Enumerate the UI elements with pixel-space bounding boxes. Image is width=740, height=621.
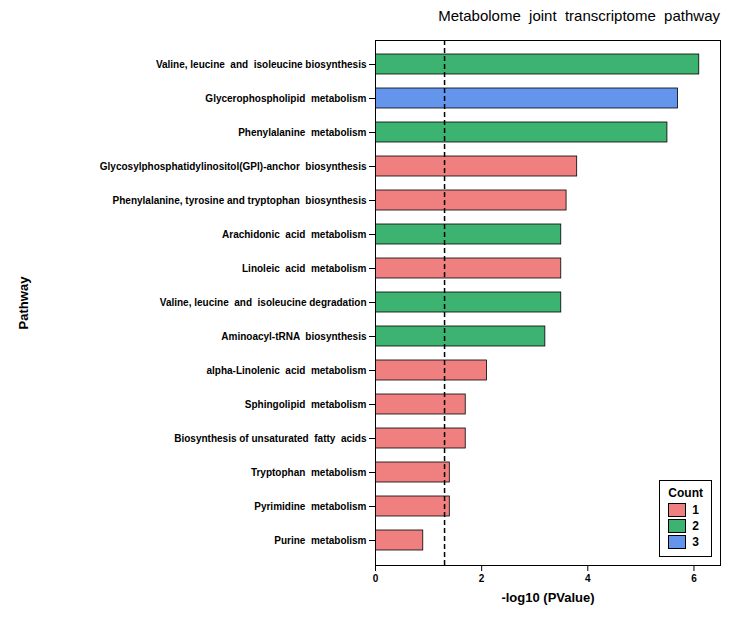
svg-text:Tryptophan metabolism: Tryptophan metabolism [251, 467, 367, 478]
svg-text:6: 6 [691, 573, 697, 584]
html-text:1: 1 [692, 503, 699, 517]
svg-text:Glycosylphosphatidylinositol(G: Glycosylphosphatidylinositol(GPI)-anchor… [100, 161, 367, 172]
svg-text:Aminoacyl-tRNA biosynthesis: Aminoacyl-tRNA biosynthesis [221, 331, 367, 342]
svg-text:Valine, leucine and isoleuci: Valine, leucine and isoleucine biosynthe… [156, 59, 367, 70]
html-text:2: 2 [692, 519, 699, 533]
svg-text:alpha-Linolenic acid metabol: alpha-Linolenic acid metabolism [206, 365, 366, 376]
svg-text:Sphingolipid metabolism: Sphingolipid metabolism [245, 399, 367, 410]
html-text:Metabolome joint transcriptome: Metabolome joint transcriptome pathway [438, 7, 720, 24]
svg-text:Pyrimidine metabolism: Pyrimidine metabolism [254, 501, 366, 512]
html-text:3: 3 [692, 535, 699, 549]
svg-text:0: 0 [373, 573, 379, 584]
svg-text:Biosynthesis of unsaturated f: Biosynthesis of unsaturated fatty acids [174, 433, 367, 444]
html-text:Count: Count [668, 486, 703, 500]
svg-text:4: 4 [585, 573, 591, 584]
svg-text:2: 2 [479, 573, 485, 584]
svg-text:Linoleic acid metabolism: Linoleic acid metabolism [242, 263, 367, 274]
svg-text:Glycerophospholipid metabolis: Glycerophospholipid metabolism [205, 93, 366, 104]
svg-text:Pathway: Pathway [16, 276, 31, 330]
svg-text:-log10 (PValue): -log10 (PValue) [501, 590, 594, 605]
svg-text:Phenylalanine metabolism: Phenylalanine metabolism [238, 127, 366, 138]
svg-text:Purine metabolism: Purine metabolism [274, 535, 366, 546]
svg-text:Arachidonic acid metabolism: Arachidonic acid metabolism [222, 229, 367, 240]
svg-text:Phenylalanine, tyrosine and tr: Phenylalanine, tyrosine and tryptophan b… [113, 195, 367, 206]
svg-text:Valine, leucine and isoleuci: Valine, leucine and isoleucine degradati… [160, 297, 367, 308]
